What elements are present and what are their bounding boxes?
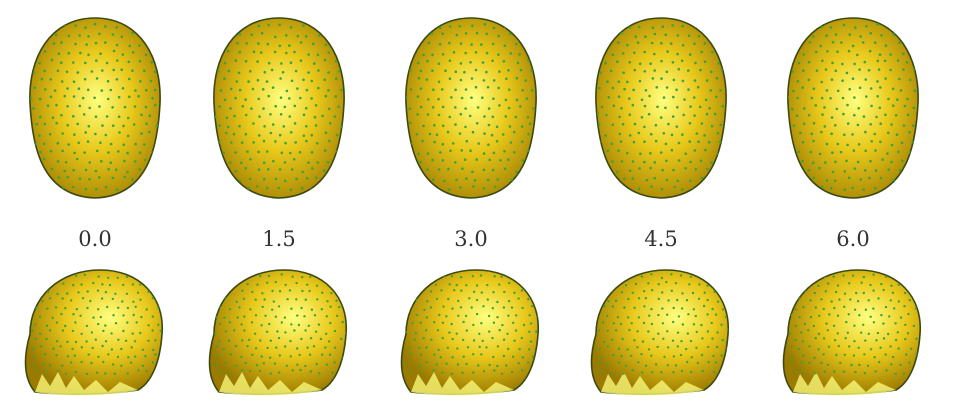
- panel-label: 3.0: [454, 227, 488, 251]
- head-surface: [782, 269, 921, 395]
- panel-3: 4.5: [566, 0, 756, 412]
- sensor-markers: [404, 273, 539, 376]
- panel-4: 6.0: [758, 0, 948, 412]
- panel-0: 0.0: [0, 0, 190, 412]
- head-side-view: [24, 269, 163, 396]
- mesh-rim: [219, 372, 322, 396]
- head-side-view: [208, 269, 347, 396]
- head-surface: [595, 17, 727, 199]
- panel-label: 6.0: [836, 227, 870, 251]
- head-side-view: [590, 269, 729, 396]
- panel-label: 1.5: [262, 227, 296, 251]
- head-front-view: [595, 17, 727, 199]
- panel-label: 4.5: [644, 227, 678, 251]
- mesh-rim: [601, 372, 704, 396]
- head-front-view: [787, 17, 919, 199]
- panel-2: 3.0: [376, 0, 566, 412]
- head-side-view: [782, 269, 921, 396]
- sensor-markers: [595, 23, 724, 192]
- mesh-rim: [793, 372, 896, 396]
- head-front-view: [405, 17, 537, 199]
- panel-label: 0.0: [78, 227, 112, 251]
- head-surface: [400, 269, 539, 395]
- head-surface: [24, 269, 163, 395]
- head-front-view: [29, 17, 161, 199]
- head-side-view: [400, 269, 539, 396]
- panel-1: 1.5: [184, 0, 374, 412]
- mesh-rim: [35, 372, 138, 396]
- mesh-rim: [411, 372, 514, 396]
- head-front-view: [213, 17, 345, 199]
